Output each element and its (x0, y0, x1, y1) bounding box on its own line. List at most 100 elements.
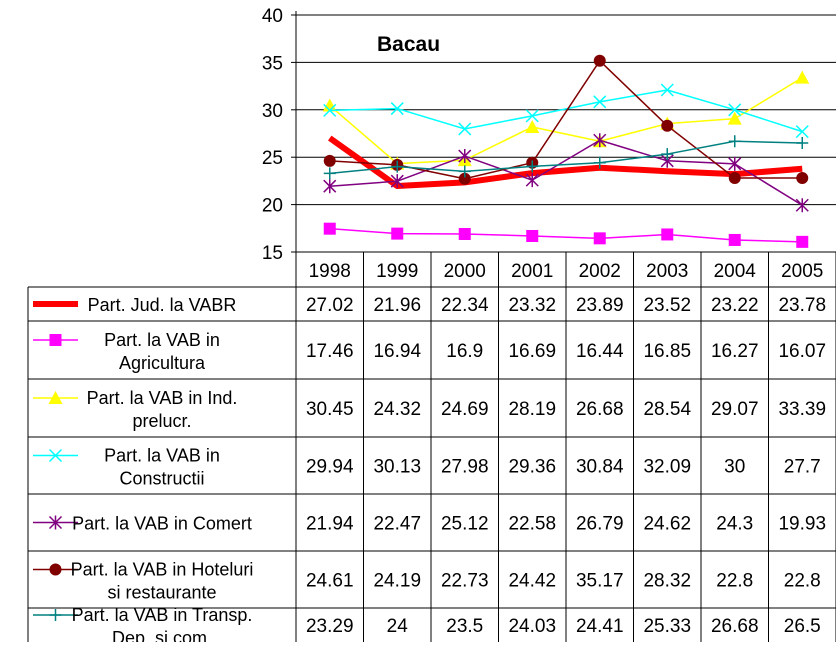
marker-x (660, 83, 674, 97)
marker-x (525, 109, 539, 123)
marker-square (728, 233, 741, 246)
y-tick-label: 25 (262, 148, 283, 169)
data-value: 22.8 (784, 571, 821, 592)
series-5 (323, 54, 809, 185)
marker-plus (49, 609, 62, 621)
data-value: 24 (387, 616, 409, 637)
data-value: 23.5 (446, 616, 483, 637)
data-value: 24.19 (373, 571, 421, 592)
y-tick-label: 15 (262, 243, 283, 264)
series-name: Part. la VAB in Comert (72, 514, 252, 534)
marker-star (458, 149, 472, 164)
marker-square (49, 334, 62, 346)
x-category-label: 2003 (646, 261, 688, 282)
data-value: 33.39 (778, 399, 826, 420)
data-value: 23.32 (508, 295, 556, 316)
x-category-label: 2002 (579, 261, 621, 282)
table-row: Part. la VAB in Constructii 29.94 30.13 27.9… (33, 446, 821, 489)
table-row: Part. la VAB in Hoteluri si restaurante 24… (33, 560, 821, 603)
data-value: 26.68 (711, 616, 759, 637)
data-value: 22.73 (441, 571, 489, 592)
marker-triangle (322, 98, 337, 112)
data-value: 16.69 (508, 341, 556, 362)
series-name: prelucr. (132, 411, 191, 431)
marker-star (48, 515, 63, 530)
data-value: 16.44 (576, 341, 624, 362)
x-category-label: 1998 (309, 261, 351, 282)
marker-plus (728, 135, 741, 148)
y-tick-label: 20 (262, 196, 283, 217)
series-1 (323, 222, 809, 248)
y-tick-label: 40 (262, 6, 283, 27)
series-name: Part. la VAB in Ind. (87, 388, 238, 408)
data-value: 22.58 (508, 514, 556, 535)
series-line (329, 227, 803, 243)
series-line (329, 139, 803, 206)
series-name: Agricultura (119, 353, 206, 373)
marker-circle (458, 172, 471, 185)
marker-x (323, 103, 337, 117)
series-name: Dep. si com. (112, 628, 212, 642)
x-category-label: 1999 (376, 261, 418, 282)
marker-circle (593, 54, 606, 67)
marker-square (323, 222, 336, 235)
marker-plus (526, 160, 539, 173)
marker-x (728, 103, 742, 117)
data-value: 22.8 (716, 571, 753, 592)
series-name: si restaurante (107, 583, 216, 603)
data-value: 23.78 (778, 295, 826, 316)
data-value: 24.69 (441, 399, 489, 420)
data-value: 30.84 (576, 457, 624, 478)
series-name: Part. la VAB in Transp. (72, 605, 253, 625)
data-value: 24.32 (373, 399, 421, 420)
marker-triangle (48, 391, 63, 404)
data-value: 24.03 (508, 616, 556, 637)
data-value: 27.98 (441, 457, 489, 478)
data-value: 24.3 (716, 514, 753, 535)
marker-plus (661, 148, 674, 161)
data-value: 17.46 (306, 341, 354, 362)
marker-plus (593, 156, 606, 169)
data-value: 30.45 (306, 399, 354, 420)
marker-square (661, 228, 674, 241)
table-row: Part. la VAB in Comert 21.94 22.47 25.12 22.… (33, 514, 826, 535)
series-name: Part. la VAB in (104, 330, 220, 350)
x-category-label: 2001 (511, 261, 553, 282)
data-value: 24.61 (306, 571, 354, 592)
marker-x (458, 122, 472, 136)
series-name: Part. la VAB in Hoteluri (71, 560, 254, 580)
data-value: 27.7 (784, 457, 821, 478)
series-line (328, 135, 803, 190)
marker-circle (49, 563, 62, 576)
series-line (329, 140, 803, 175)
marker-plus (323, 167, 336, 180)
marker-star (525, 173, 539, 188)
data-value: 21.94 (306, 514, 354, 535)
marker-square (458, 227, 471, 240)
table-row: Part. la VAB in Ind. prelucr. 30.45 24.32 24… (33, 388, 826, 431)
data-value: 16.94 (373, 341, 421, 362)
marker-plus (458, 165, 471, 178)
data-value: 26.79 (576, 514, 624, 535)
series-name: Part. la VAB in (104, 446, 220, 466)
data-value: 25.12 (441, 514, 489, 535)
marker-triangle (795, 70, 810, 84)
series-line (329, 89, 803, 133)
plot-area: 15 20 25 30 35 40 Bacau (262, 6, 836, 264)
data-value: 24.41 (576, 616, 624, 637)
data-value: 23.89 (576, 295, 624, 316)
marker-square (593, 232, 606, 245)
x-category-label: 2000 (444, 261, 486, 282)
series-line (329, 77, 803, 165)
marker-x (48, 448, 63, 463)
data-value: 21.96 (373, 295, 421, 316)
data-value: 24.42 (508, 571, 556, 592)
marker-star (593, 133, 607, 148)
x-category-label: 2005 (781, 261, 823, 282)
marker-circle (728, 172, 741, 185)
data-value: 24.62 (643, 514, 691, 535)
y-tick-label: 30 (262, 101, 283, 122)
series-2 (322, 70, 810, 170)
data-value: 23.29 (306, 616, 354, 637)
